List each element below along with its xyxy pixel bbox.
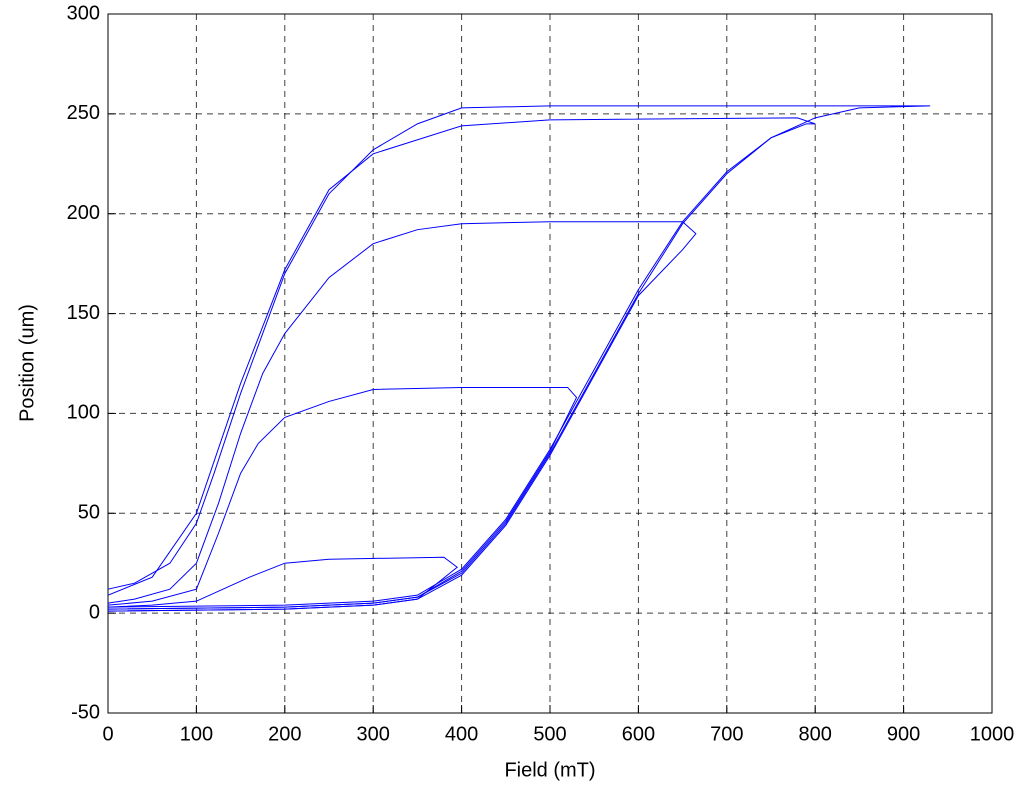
x-tick-label: 900 bbox=[887, 723, 920, 745]
x-tick-label: 100 bbox=[180, 723, 213, 745]
y-tick-label: 150 bbox=[67, 302, 100, 324]
plot-frame bbox=[107, 13, 993, 714]
y-tick-label: -50 bbox=[71, 701, 100, 723]
x-tick-label: 0 bbox=[102, 723, 113, 745]
y-tick-label: 100 bbox=[67, 402, 100, 424]
y-tick-label: 50 bbox=[78, 502, 100, 524]
y-tick-label: 250 bbox=[67, 102, 100, 124]
data-line bbox=[107, 556, 458, 612]
x-tick-label: 1000 bbox=[970, 723, 1015, 745]
data-line bbox=[107, 105, 931, 610]
x-tick-label: 700 bbox=[710, 723, 743, 745]
data-line bbox=[107, 386, 578, 610]
x-tick-label: 800 bbox=[799, 723, 832, 745]
x-axis-label: Field (mT) bbox=[504, 759, 595, 781]
y-tick-label: 0 bbox=[89, 601, 100, 623]
y-axis-label: Position (um) bbox=[16, 304, 38, 422]
x-tick-label: 600 bbox=[622, 723, 655, 745]
x-tick-label: 300 bbox=[357, 723, 390, 745]
data-line bbox=[107, 117, 816, 608]
data-line bbox=[107, 221, 697, 612]
x-tick-label: 500 bbox=[533, 723, 566, 745]
y-tick-label: 300 bbox=[67, 2, 100, 24]
x-tick-label: 200 bbox=[268, 723, 301, 745]
y-tick-label: 200 bbox=[67, 202, 100, 224]
x-tick-label: 400 bbox=[445, 723, 478, 745]
